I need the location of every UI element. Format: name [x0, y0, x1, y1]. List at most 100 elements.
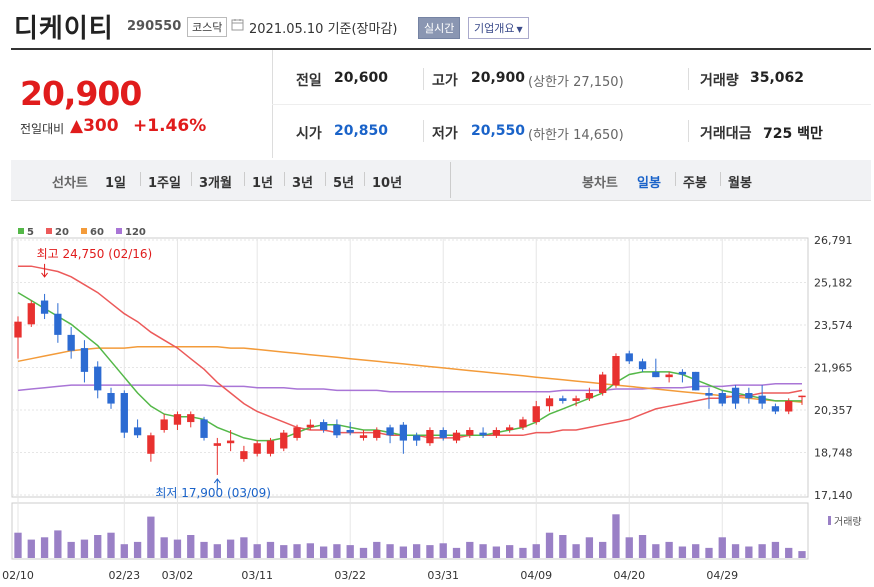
- candle-body: [638, 361, 647, 370]
- x-tick-label: 03/11: [241, 569, 273, 582]
- period-2[interactable]: 3개월: [199, 176, 232, 191]
- period-6[interactable]: 10년: [372, 176, 403, 191]
- volume-bar: [200, 541, 208, 558]
- x-tick-label: 03/22: [334, 569, 366, 582]
- volume-bar: [187, 535, 195, 558]
- open-label: 시가: [296, 126, 322, 142]
- candle-body: [346, 430, 354, 433]
- x-tick-label: 04/09: [520, 569, 552, 582]
- x-tick-label: 02/10: [2, 569, 34, 582]
- y-tick-label: 21,965: [814, 362, 853, 375]
- candle-body: [94, 366, 102, 391]
- candle-body: [599, 374, 607, 394]
- volume-bar: [226, 539, 235, 558]
- volume-bar: [80, 539, 89, 558]
- volume-bar: [293, 544, 301, 558]
- volume-bar: [559, 535, 567, 558]
- period-1[interactable]: 1주일: [148, 176, 181, 191]
- period-divider: [325, 172, 326, 186]
- legend-swatch: [81, 228, 87, 234]
- date-text: 2021.05.10 기준(장마감): [249, 22, 398, 37]
- period-4[interactable]: 3년: [292, 176, 314, 191]
- volume-bar: [333, 544, 341, 558]
- volume-legend-swatch: [828, 516, 831, 525]
- legend-swatch: [46, 228, 52, 234]
- candle-body: [426, 430, 434, 444]
- candle-body: [572, 398, 580, 401]
- candle-body: [147, 435, 155, 454]
- volume-bar: [519, 547, 527, 558]
- candle-body: [187, 414, 195, 423]
- volume-bar: [306, 543, 314, 558]
- stock-code: 290550: [127, 19, 182, 34]
- candle-body: [280, 432, 288, 449]
- volume-bar: [492, 546, 501, 558]
- volume-bar: [785, 547, 793, 558]
- volume-bar: [373, 541, 381, 558]
- legend-swatch: [18, 228, 24, 234]
- volume-bar: [346, 545, 354, 558]
- volume-frame: [11, 502, 809, 560]
- period-bar: [11, 160, 871, 201]
- volume-bar: [718, 537, 726, 558]
- realtime-button[interactable]: 실시간: [418, 17, 461, 39]
- candle-body: [213, 443, 221, 446]
- lower-limit: (하한가 14,650): [528, 128, 624, 143]
- volume-bar: [107, 532, 115, 558]
- annotation-low: 최저 17,900 (03/09): [155, 486, 271, 500]
- legend-label: 5: [27, 227, 34, 238]
- candle-period-2[interactable]: 월봉: [728, 176, 752, 191]
- volume-bar: [147, 516, 155, 558]
- period-3[interactable]: 1년: [252, 176, 274, 191]
- candle-body: [452, 432, 461, 441]
- x-tick-label: 03/02: [162, 569, 194, 582]
- candle-body: [745, 393, 753, 399]
- amount-label: 거래대금: [700, 126, 752, 142]
- volume-bar: [253, 544, 261, 558]
- price-change-rate: +1.46%: [133, 116, 207, 136]
- candle-body: [200, 419, 208, 438]
- volume-bar: [731, 544, 740, 558]
- period-divider: [675, 172, 676, 186]
- volume-bar: [67, 541, 75, 558]
- company-overview-label: 기업개요: [474, 22, 515, 35]
- volume-bar: [678, 546, 687, 558]
- candle-period-1[interactable]: 주봉: [683, 176, 707, 191]
- high-value: 20,900: [471, 70, 526, 86]
- candle-body: [506, 427, 514, 431]
- volume-bar: [652, 544, 660, 558]
- candle-body: [40, 300, 49, 314]
- candle-body: [559, 398, 567, 401]
- candle-body: [107, 393, 115, 404]
- candle-body: [160, 419, 168, 431]
- candle-body: [798, 395, 806, 398]
- annotation-low-arrow: [213, 478, 221, 489]
- period-divider: [364, 172, 365, 186]
- period-divider: [140, 172, 141, 186]
- period-0[interactable]: 1일: [105, 176, 127, 191]
- candle-body: [731, 387, 740, 404]
- candle-body: [319, 422, 328, 431]
- candle-body: [80, 348, 89, 372]
- volume-bar: [745, 546, 753, 558]
- legend-label: 120: [125, 227, 146, 238]
- volume-bar: [625, 537, 633, 558]
- candle-body: [173, 414, 182, 425]
- volume-bar: [585, 537, 594, 558]
- divider: [688, 68, 689, 90]
- candle-body: [373, 430, 381, 438]
- volume-value: 35,062: [750, 70, 805, 86]
- low-label: 저가: [432, 126, 458, 142]
- volume-bar: [466, 541, 474, 558]
- candle-body: [253, 443, 261, 454]
- candle-period-0[interactable]: 일봉: [637, 176, 661, 191]
- volume-bar: [266, 541, 275, 558]
- candle-body: [771, 406, 780, 412]
- period-5[interactable]: 5년: [333, 176, 355, 191]
- volume-bar: [798, 551, 806, 558]
- candle-body: [27, 303, 35, 325]
- amount-value: 725 백만: [763, 126, 823, 142]
- x-tick-label: 04/29: [706, 569, 738, 582]
- company-overview-button[interactable]: 기업개요 ▼: [468, 17, 529, 39]
- volume-bar: [160, 537, 168, 558]
